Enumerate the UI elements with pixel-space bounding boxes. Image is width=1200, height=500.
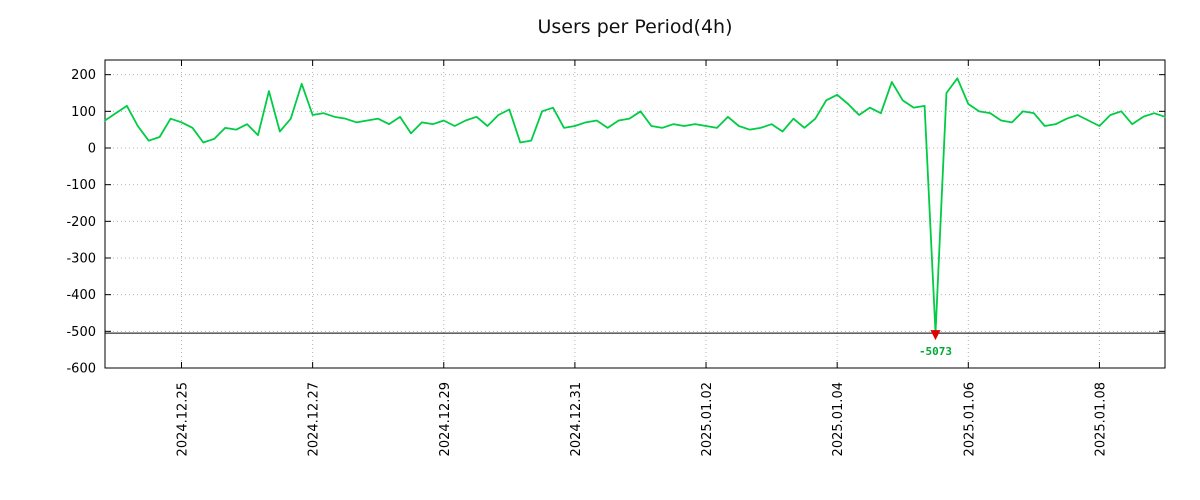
y-axis-labels: 200 100 0 -100 -200 -300 -400 -500 -600 [66,68,96,376]
x-tick-label: 2024.12.29 [438,382,453,456]
x-tick-label: 2025.01.02 [700,382,715,456]
y-tick-label: 0 [88,142,96,157]
y-tick-label: -400 [66,288,96,303]
x-tick-label: 2025.01.06 [962,382,977,456]
x-tick-label: 2024.12.25 [175,382,190,456]
grid-lines [105,60,1165,369]
y-tick-label: 200 [71,68,96,83]
y-tick-label: -100 [66,178,96,193]
min-value-label: -5073 [919,345,952,358]
tick-marks [105,60,1165,369]
x-tick-label: 2024.12.31 [569,382,584,456]
x-tick-label: 2025.01.08 [1093,382,1108,456]
y-tick-label: 100 [71,105,96,120]
y-tick-label: -500 [66,325,96,340]
x-tick-label: 2024.12.27 [307,382,322,456]
users-series-line [104,77,1166,335]
min-marker-arrow-icon [930,330,941,341]
chart-title: Users per Period(4h) [537,16,733,38]
x-axis-labels: 2024.12.25 2024.12.27 2024.12.29 2024.12.31… [175,382,1108,456]
y-tick-label: -600 [66,362,96,377]
y-tick-label: -200 [66,215,96,230]
plot-border [104,59,1166,369]
y-tick-label: -300 [66,252,96,267]
x-tick-label: 2025.01.04 [831,382,846,456]
